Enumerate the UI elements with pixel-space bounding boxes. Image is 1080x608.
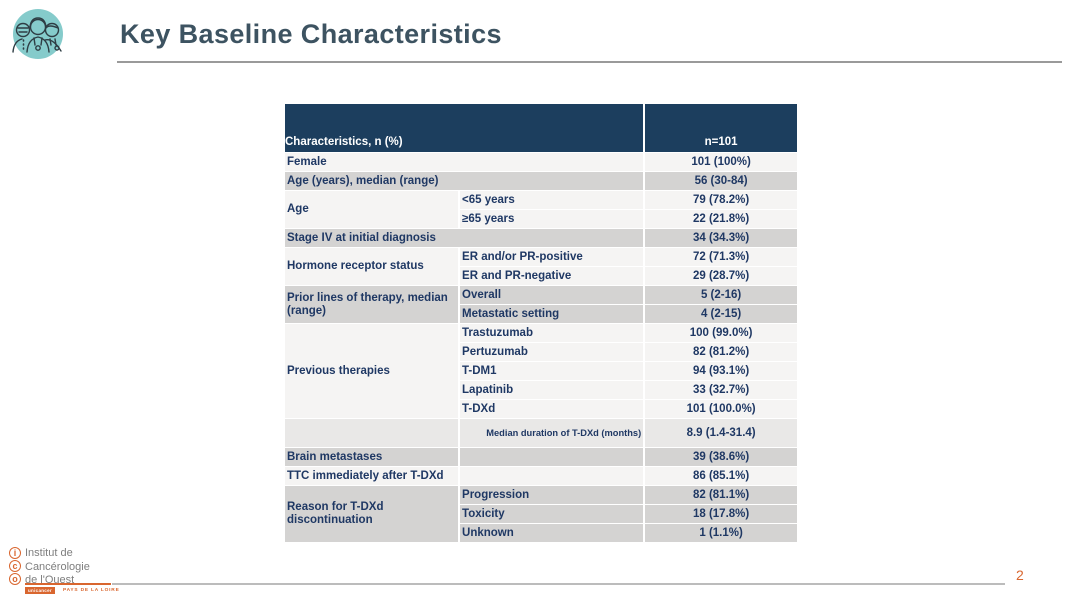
institution-line-3: de l'Ouest	[25, 574, 75, 586]
table-row: Previous therapies Trastuzumab 100 (99.0%)	[285, 324, 797, 418]
sub-label-cell: Lapatinib	[460, 381, 644, 399]
institution-line-1: Institut de	[25, 547, 73, 559]
unicancer-badge: unicancer	[25, 587, 55, 595]
ico-logo-letters: i c o	[9, 547, 21, 588]
value-cell: 72 (71.3%)	[645, 248, 797, 266]
table-row: Toxicity 18 (17.8%)	[285, 505, 797, 523]
region-label: PAYS DE LA LOIRE	[62, 588, 120, 594]
table-row: Age (years), median (range) 56 (30-84)	[285, 172, 797, 190]
value-cell: 94 (93.1%)	[645, 362, 797, 380]
table-header-row: Characteristics, n (%) n=101	[285, 104, 797, 152]
sub-label-cell: Metastatic setting	[460, 305, 644, 323]
table-row: Pertuzumab 82 (81.2%)	[285, 343, 797, 361]
characteristic-label-cell	[285, 419, 459, 447]
sub-label-cell: ≥65 years	[460, 210, 644, 228]
table-row: ER and PR-negative 29 (28.7%)	[285, 267, 797, 285]
header-n-total: n=101	[645, 104, 797, 152]
value-cell: 82 (81.2%)	[645, 343, 797, 361]
sub-label-cell	[460, 467, 644, 485]
value-cell: 33 (32.7%)	[645, 381, 797, 399]
footer-divider	[112, 583, 1005, 585]
sub-label-cell: <65 years	[460, 191, 644, 209]
table-row: TTC immediately after T-DXd 86 (85.1%)	[285, 467, 797, 485]
sub-label-cell: Trastuzumab	[460, 324, 644, 342]
header-characteristics: Characteristics, n (%)	[285, 104, 644, 152]
value-cell: 1 (1.1%)	[645, 524, 797, 542]
ico-letter-o: o	[9, 573, 21, 585]
unicancer-row: unicancer PAYS DE LA LOIRE	[25, 587, 120, 595]
characteristic-label-cell: Previous therapies	[285, 324, 459, 418]
table-row: Female 101 (100%)	[285, 153, 797, 171]
sub-label-cell: Pertuzumab	[460, 343, 644, 361]
table-row: Stage IV at initial diagnosis 34 (34.3%)	[285, 229, 797, 247]
page-title: Key Baseline Characteristics	[120, 19, 502, 49]
characteristic-label-cell: Prior lines of therapy, median (range)	[285, 286, 459, 323]
sub-label-cell: ER and PR-negative	[460, 267, 644, 285]
value-cell: 79 (78.2%)	[645, 191, 797, 209]
table-row: Age <65 years 79 (78.2%)	[285, 191, 797, 228]
title-underline	[117, 61, 1062, 63]
table-row: T-DM1 94 (93.1%)	[285, 362, 797, 380]
value-cell: 101 (100.0%)	[645, 400, 797, 418]
value-cell: 39 (38.6%)	[645, 448, 797, 466]
value-cell: 34 (34.3%)	[645, 229, 797, 247]
value-cell: 86 (85.1%)	[645, 467, 797, 485]
characteristic-label-cell: TTC immediately after T-DXd	[285, 467, 459, 485]
characteristic-label-cell: Age	[285, 191, 459, 228]
value-cell: 82 (81.1%)	[645, 486, 797, 504]
institution-name: Institut de Cancérologie de l'Ouest	[25, 547, 90, 588]
ico-logo: i c o Institut de Cancérologie de l'Oues…	[9, 547, 90, 588]
table-row: ≥65 years 22 (21.8%)	[285, 210, 797, 228]
baseline-characteristics-table: Characteristics, n (%) n=101 Female 101 (…	[283, 103, 799, 543]
characteristic-label-cell: Stage IV at initial diagnosis	[285, 229, 644, 247]
sub-label-cell: Median duration of T-DXd (months)	[460, 419, 644, 447]
sub-label-cell: Progression	[460, 486, 644, 504]
table-body: Female 101 (100%) Age (years), median (ran…	[285, 153, 797, 542]
characteristic-label-cell: Hormone receptor status	[285, 248, 459, 285]
characteristic-label-cell: Reason for T-DXd discontinuation	[285, 486, 459, 542]
unicancer-divider	[25, 583, 111, 585]
value-cell: 5 (2-16)	[645, 286, 797, 304]
table-row: Median duration of T-DXd (months) 8.9 (1.…	[285, 419, 797, 447]
table-row: Prior lines of therapy, median (range) Ov…	[285, 286, 797, 323]
ico-letter-i: i	[9, 547, 21, 559]
table-row: Reason for T-DXd discontinuation Progress…	[285, 486, 797, 542]
sub-label-cell: Unknown	[460, 524, 644, 542]
sub-label-cell: ER and/or PR-positive	[460, 248, 644, 266]
value-cell: 29 (28.7%)	[645, 267, 797, 285]
value-cell: 56 (30-84)	[645, 172, 797, 190]
sub-label-cell: T-DM1	[460, 362, 644, 380]
medical-team-icon	[9, 7, 65, 63]
sub-label-cell: Toxicity	[460, 505, 644, 523]
characteristic-label-cell: Female	[285, 153, 644, 171]
page-number: 2	[1016, 567, 1024, 583]
sub-label-cell	[460, 448, 644, 466]
sub-label-cell: Overall	[460, 286, 644, 304]
value-cell: 22 (21.8%)	[645, 210, 797, 228]
table-row: Brain metastases 39 (38.6%)	[285, 448, 797, 466]
ico-letter-c: c	[9, 560, 21, 572]
institution-line-2: Cancérologie	[25, 560, 90, 573]
sub-label-cell: T-DXd	[460, 400, 644, 418]
value-cell: 4 (2-15)	[645, 305, 797, 323]
table-row: Hormone receptor status ER and/or PR-posi…	[285, 248, 797, 285]
table-row: Lapatinib 33 (32.7%)	[285, 381, 797, 399]
value-cell: 101 (100%)	[645, 153, 797, 171]
value-cell: 100 (99.0%)	[645, 324, 797, 342]
table-row: Unknown 1 (1.1%)	[285, 524, 797, 542]
table-row: Metastatic setting 4 (2-15)	[285, 305, 797, 323]
characteristic-label-cell: Age (years), median (range)	[285, 172, 644, 190]
value-cell: 8.9 (1.4-31.4)	[645, 419, 797, 447]
value-cell: 18 (17.8%)	[645, 505, 797, 523]
table-row: T-DXd 101 (100.0%)	[285, 400, 797, 418]
characteristic-label-cell: Brain metastases	[285, 448, 459, 466]
